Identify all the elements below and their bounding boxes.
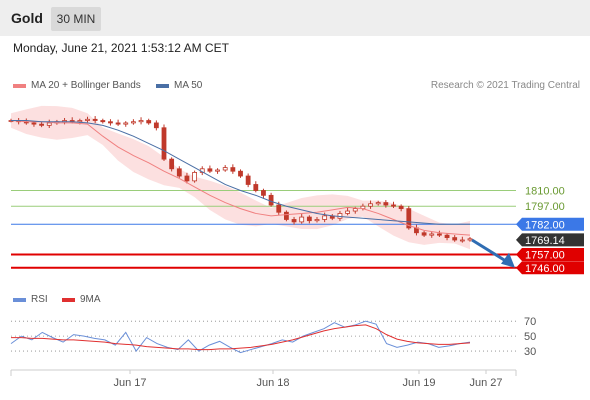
candle-body [115, 122, 121, 125]
candle-body [85, 118, 90, 121]
candle-body [123, 122, 129, 125]
level-tag-1769.14 [516, 233, 584, 247]
forecast-arrow-shaft [471, 238, 508, 263]
forecast-arrow-head [501, 252, 515, 268]
candle-body [230, 167, 236, 172]
level-label-1746.00: 1746.00 [525, 263, 565, 275]
candle-body [291, 219, 297, 223]
x-label-Jun 27: Jun 27 [469, 377, 502, 389]
candle-body [238, 170, 243, 177]
candle-body [161, 127, 167, 160]
x-label-Jun 19: Jun 19 [402, 377, 435, 389]
level-label-1797.00: 1797.00 [525, 201, 565, 213]
ma20-label: MA 20 + Bollinger Bands [31, 80, 141, 91]
ma50-label: MA 50 [174, 80, 203, 91]
candle-body [421, 232, 427, 236]
rsi-tick-50: 50 [524, 331, 536, 343]
candle-body [368, 203, 373, 207]
candle-body [39, 123, 44, 126]
candle-body [153, 122, 159, 129]
candle-body [276, 204, 282, 213]
9ma-swatch [62, 297, 75, 302]
level-tag-1757.00 [516, 247, 584, 261]
rsi-label: RSI [31, 294, 48, 305]
candle-body [436, 233, 442, 236]
rsi-tick-30: 30 [524, 346, 536, 358]
timestamp: Monday, June 21, 2021 1:53:12 AM CET [13, 41, 229, 55]
level-tag-1782.00 [516, 217, 584, 231]
rsi-tick-70: 70 [524, 316, 536, 328]
candle-body [345, 210, 351, 214]
candle-body [459, 239, 465, 242]
legend-9ma: 9MA [62, 294, 101, 305]
candle-body [138, 120, 144, 123]
candle-body [261, 190, 266, 196]
candle-body [146, 120, 152, 124]
ma20-line [10, 120, 471, 236]
candle-body [406, 208, 412, 229]
candle-body [77, 120, 83, 123]
candle-body [383, 202, 389, 206]
9ma-label: 9MA [80, 294, 101, 305]
ma50-swatch [156, 83, 169, 88]
candle-body [31, 122, 37, 125]
rsi-ma-line [11, 324, 471, 351]
candle-body [100, 120, 106, 123]
level-label-1769.14: 1769.14 [525, 235, 565, 247]
level-label-1810.00: 1810.00 [525, 186, 565, 198]
rsi-line [10, 320, 471, 354]
candle-body [352, 208, 358, 212]
level-label-1757.00: 1757.00 [525, 249, 565, 261]
candle-body [375, 202, 381, 205]
ma20-swatch [13, 83, 26, 88]
candle-body [322, 215, 328, 220]
credit: Research © 2021 Trading Central [430, 80, 580, 91]
candle-body [429, 233, 435, 236]
timeframe-button[interactable]: 30 MIN [51, 7, 101, 31]
instrument-title: Gold [11, 10, 43, 26]
candle-body [215, 169, 220, 172]
candle-body [245, 175, 251, 185]
candle-body [452, 237, 458, 241]
legend-ma20: MA 20 + Bollinger Bands [13, 80, 141, 91]
rsi-swatch [13, 297, 26, 302]
candle-body [207, 168, 213, 172]
candle-body [467, 238, 473, 241]
level-label-1782.00: 1782.00 [525, 219, 565, 231]
candle-body [176, 168, 182, 177]
level-tag-1746.00 [516, 261, 584, 275]
candle-body [299, 216, 305, 223]
candle-body [130, 121, 136, 124]
ma50-line [11, 120, 470, 225]
candle-body [184, 175, 190, 182]
candle-body [222, 167, 228, 171]
top-bar: Gold 30 MIN [0, 0, 590, 36]
candle-body [314, 219, 320, 222]
candle-body [253, 184, 259, 191]
candle-body [46, 122, 52, 126]
candle-body [391, 204, 396, 207]
candle-body [283, 211, 289, 220]
candle-body [108, 121, 113, 124]
candle-body [92, 118, 98, 121]
candle-body [444, 234, 450, 238]
candle-body [306, 216, 312, 222]
candle-body [268, 194, 274, 206]
candle-body [192, 172, 198, 182]
x-label-Jun 18: Jun 18 [256, 377, 289, 389]
legend-ma50: MA 50 [156, 80, 202, 91]
candle-body [398, 205, 404, 210]
legend-rsi: RSI [13, 294, 48, 305]
candle-body [169, 158, 175, 170]
x-label-Jun 17: Jun 17 [113, 377, 146, 389]
